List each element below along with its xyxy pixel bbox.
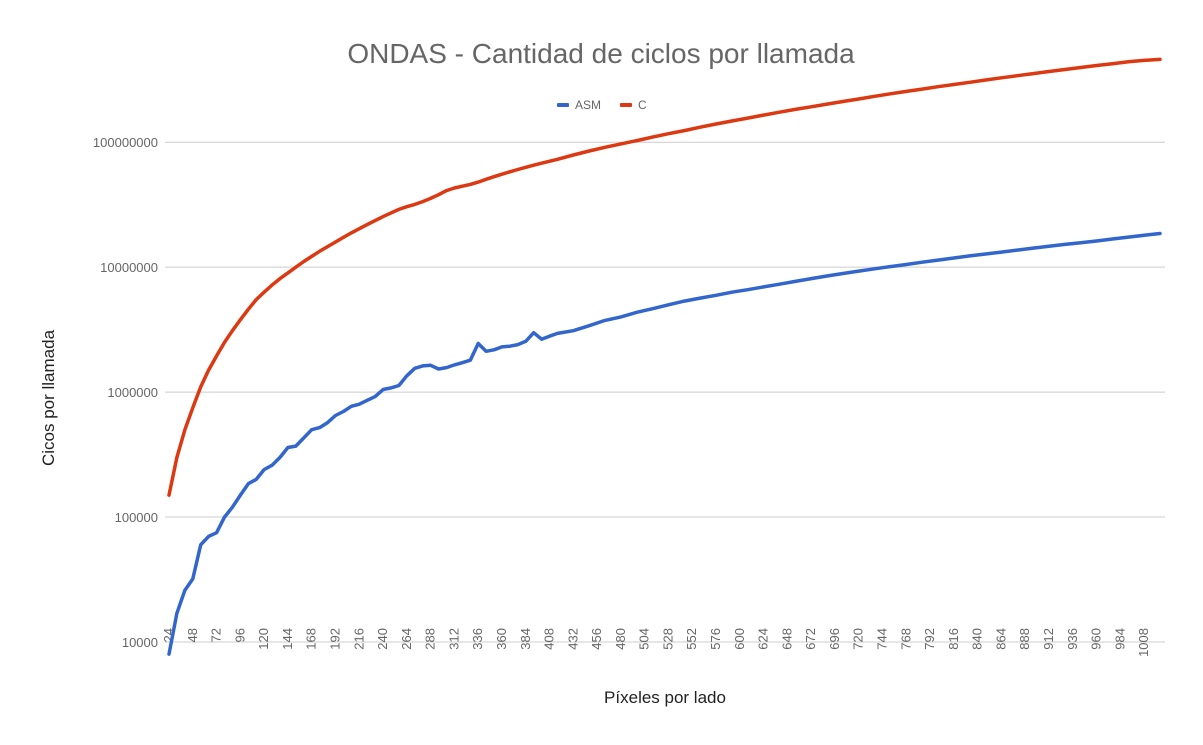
y-tick-label: 10000000 [100, 260, 158, 275]
x-tick-label: 72 [209, 628, 224, 642]
x-tick-label: 672 [803, 628, 818, 650]
x-tick-label: 384 [518, 628, 533, 650]
x-tick-label: 552 [684, 628, 699, 650]
y-tick-label: 10000 [122, 635, 158, 650]
x-tick-label: 960 [1089, 628, 1104, 650]
x-tick-label: 816 [946, 628, 961, 650]
x-tick-label: 984 [1112, 628, 1127, 650]
x-tick-label: 456 [589, 628, 604, 650]
x-tick-label: 168 [304, 628, 319, 650]
x-tick-label: 768 [898, 628, 913, 650]
x-tick-label: 264 [399, 628, 414, 650]
x-tick-label: 888 [1017, 628, 1032, 650]
y-tick-label: 1000000 [107, 385, 158, 400]
x-tick-label: 240 [375, 628, 390, 650]
y-axis-title: Cicos por llamada [39, 329, 58, 466]
legend-label-asm: ASM [575, 98, 601, 112]
legend-swatch-c [620, 103, 632, 107]
x-tick-label: 864 [993, 628, 1008, 650]
legend-swatch-asm [557, 103, 569, 107]
x-tick-label: 576 [708, 628, 723, 650]
x-tick-label: 336 [470, 628, 485, 650]
x-tick-label: 432 [565, 628, 580, 650]
x-tick-label: 744 [875, 628, 890, 650]
x-axis-ticks: 24 48 72 96 120 144 168 192 216 240 264 288 312 336 36… [161, 628, 1151, 657]
x-tick-label: 600 [732, 628, 747, 650]
series-line-c [167, 57, 1162, 497]
x-tick-label: 216 [351, 628, 366, 650]
x-tick-label: 192 [327, 628, 342, 650]
x-tick-label: 528 [660, 628, 675, 650]
series-lines [167, 57, 1162, 656]
x-tick-label: 624 [756, 628, 771, 650]
x-tick-label: 120 [256, 628, 271, 650]
legend: ASM C [557, 98, 647, 112]
legend-label-c: C [638, 98, 647, 112]
x-tick-label: 504 [637, 628, 652, 650]
gridlines [165, 141, 1165, 643]
x-tick-label: 480 [613, 628, 628, 650]
x-tick-label: 936 [1065, 628, 1080, 650]
y-axis-ticks: 10000 100000 1000000 10000000 100000000 [93, 135, 158, 650]
x-tick-label: 144 [280, 628, 295, 650]
y-tick-label: 100000 [115, 510, 158, 525]
y-tick-label: 100000000 [93, 135, 158, 150]
x-tick-label: 1008 [1136, 628, 1151, 657]
x-tick-label: 288 [423, 628, 438, 650]
x-tick-label: 696 [827, 628, 842, 650]
x-tick-label: 792 [922, 628, 937, 650]
x-tick-label: 840 [970, 628, 985, 650]
x-tick-label: 96 [232, 628, 247, 642]
x-tick-label: 312 [446, 628, 461, 650]
series-line-asm [167, 231, 1162, 656]
chart-title: ONDAS - Cantidad de ciclos por llamada [347, 38, 855, 69]
x-tick-label: 720 [851, 628, 866, 650]
x-tick-label: 408 [542, 628, 557, 650]
x-tick-label: 360 [494, 628, 509, 650]
x-tick-label: 912 [1041, 628, 1056, 650]
x-tick-label: 48 [185, 628, 200, 642]
x-tick-label: 648 [779, 628, 794, 650]
x-axis-title: Píxeles por lado [604, 688, 726, 707]
